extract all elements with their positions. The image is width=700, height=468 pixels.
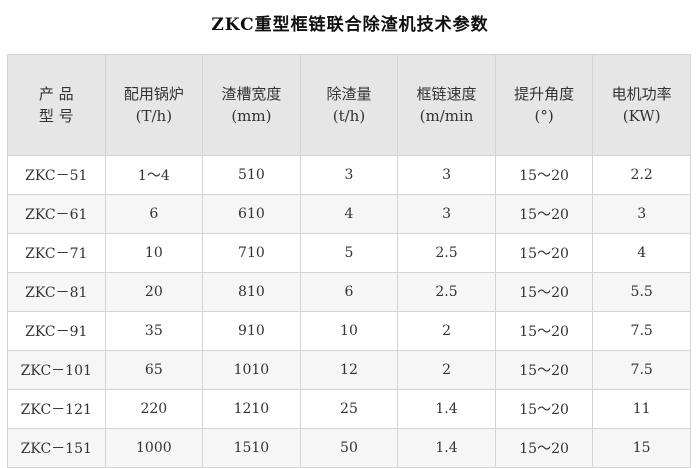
table-cell: 3 [397,194,496,234]
table-cell: 2 [397,350,496,390]
table-cell: 15～20 [494,311,594,351]
table-cell: 2.5 [397,272,496,312]
header-line: (T/h) [135,107,173,125]
page-title: ZKC重型框链联合除渣机技术参数 [211,15,489,35]
table-cell: 7.5 [592,350,691,390]
table-cell: 6 [299,272,399,312]
table-cell: 610 [202,194,301,234]
table-cell: 1.4 [397,389,496,429]
header-line: (mm) [231,107,272,125]
specs-table: 产 品型 号配用锅炉 (T/h) 渣槽宽度 (mm) 除渣量 (t/h) 框链速度 (m/mi… [7,54,691,468]
header-row: 产 品型 号配用锅炉 (T/h) 渣槽宽度 (mm) 除渣量 (t/h) 框链速度 (m/mi… [7,54,691,156]
table-cell: 65 [104,350,204,390]
table-cell: 4 [299,194,399,234]
table-cell: 10 [299,311,399,351]
table-cell: 11 [592,389,691,429]
table-cell: 810 [202,272,301,312]
table-cell: 25 [299,389,399,429]
table-cell: 220 [104,389,204,429]
table-cell: 1.4 [397,428,496,468]
table-cell: 12 [299,350,399,390]
table-row: ZKC－91 35 910 10 2 15～20 7.5 [7,311,691,351]
table-cell: 2.2 [592,155,691,195]
column-header: 提升角度 (°) [494,54,594,156]
header-line: 型 号 [38,107,74,125]
header-line: (°) [534,107,554,125]
header-line: 电机功率 [611,85,672,103]
table-cell: 50 [299,428,399,468]
table-row: ZKC－121 220 1210 25 1.4 15～20 11 [7,389,691,429]
table-cell: 1010 [202,350,301,390]
table-cell: ZKC－81 [7,272,106,312]
table-cell: 15～20 [494,233,594,273]
table-cell: 1～4 [104,155,204,195]
column-header: 渣槽宽度 (mm) [202,54,301,156]
table-cell: ZKC－151 [7,428,106,468]
table-cell: 10 [104,233,204,273]
table-cell: 15～20 [494,389,594,429]
table-cell: ZKC－121 [7,389,106,429]
table-cell: 3 [299,155,399,195]
table-cell: 3 [397,155,496,195]
table-row: ZKC－81 20 810 6 2.5 15～20 5.5 [7,272,691,312]
table-row: ZKC－151 1000 1510 50 1.4 15～20 15 [7,428,691,468]
header-line: 渣槽宽度 [221,85,282,103]
table-cell: 15～20 [494,155,594,195]
table-cell: ZKC－71 [7,233,106,273]
header-line: (m/min [419,107,474,125]
table-cell: 15～20 [494,350,594,390]
header-line: 配用锅炉 [123,85,184,103]
table-cell: 15 [592,428,691,468]
table-row: ZKC－51 1～4 510 3 3 15～20 2.2 [7,155,691,195]
header-line: (t/h) [332,107,366,125]
table-cell: 1510 [202,428,301,468]
header-line: 框链速度 [416,85,477,103]
table-cell: 5.5 [592,272,691,312]
table-cell: 15～20 [494,428,594,468]
table-cell: 20 [104,272,204,312]
table-cell: 1000 [104,428,204,468]
table-cell: 2 [397,311,496,351]
table-cell: 910 [202,311,301,351]
table-row: ZKC－61 6 610 4 3 15～20 3 [7,194,691,234]
table-cell: 6 [104,194,204,234]
table-cell: ZKC－61 [7,194,106,234]
table-cell: 4 [592,233,691,273]
table-cell: 710 [202,233,301,273]
header-line: 除渣量 [326,85,372,103]
column-header: 电机功率 (KW) [592,54,691,156]
column-header: 配用锅炉 (T/h) [104,54,204,156]
table-cell: 3 [592,194,691,234]
column-header: 除渣量 (t/h) [299,54,399,156]
column-header: 产 品型 号 [7,54,106,156]
table-cell: 7.5 [592,311,691,351]
table-cell: ZKC－51 [7,155,106,195]
table-cell: 510 [202,155,301,195]
header-line: (KW) [622,107,661,125]
table-cell: 15～20 [494,194,594,234]
table-cell: 35 [104,311,204,351]
column-header: 框链速度 (m/min [397,54,496,156]
header-line: 提升角度 [514,85,575,103]
table-cell: 1210 [202,389,301,429]
table-cell: ZKC－101 [7,350,106,390]
table-cell: 5 [299,233,399,273]
table-cell: ZKC－91 [7,311,106,351]
table-row: ZKC－101 65 1010 12 2 15～20 7.5 [7,350,691,390]
table-cell: 15～20 [494,272,594,312]
header-line: 产 品 [38,85,74,103]
table-cell: 2.5 [397,233,496,273]
